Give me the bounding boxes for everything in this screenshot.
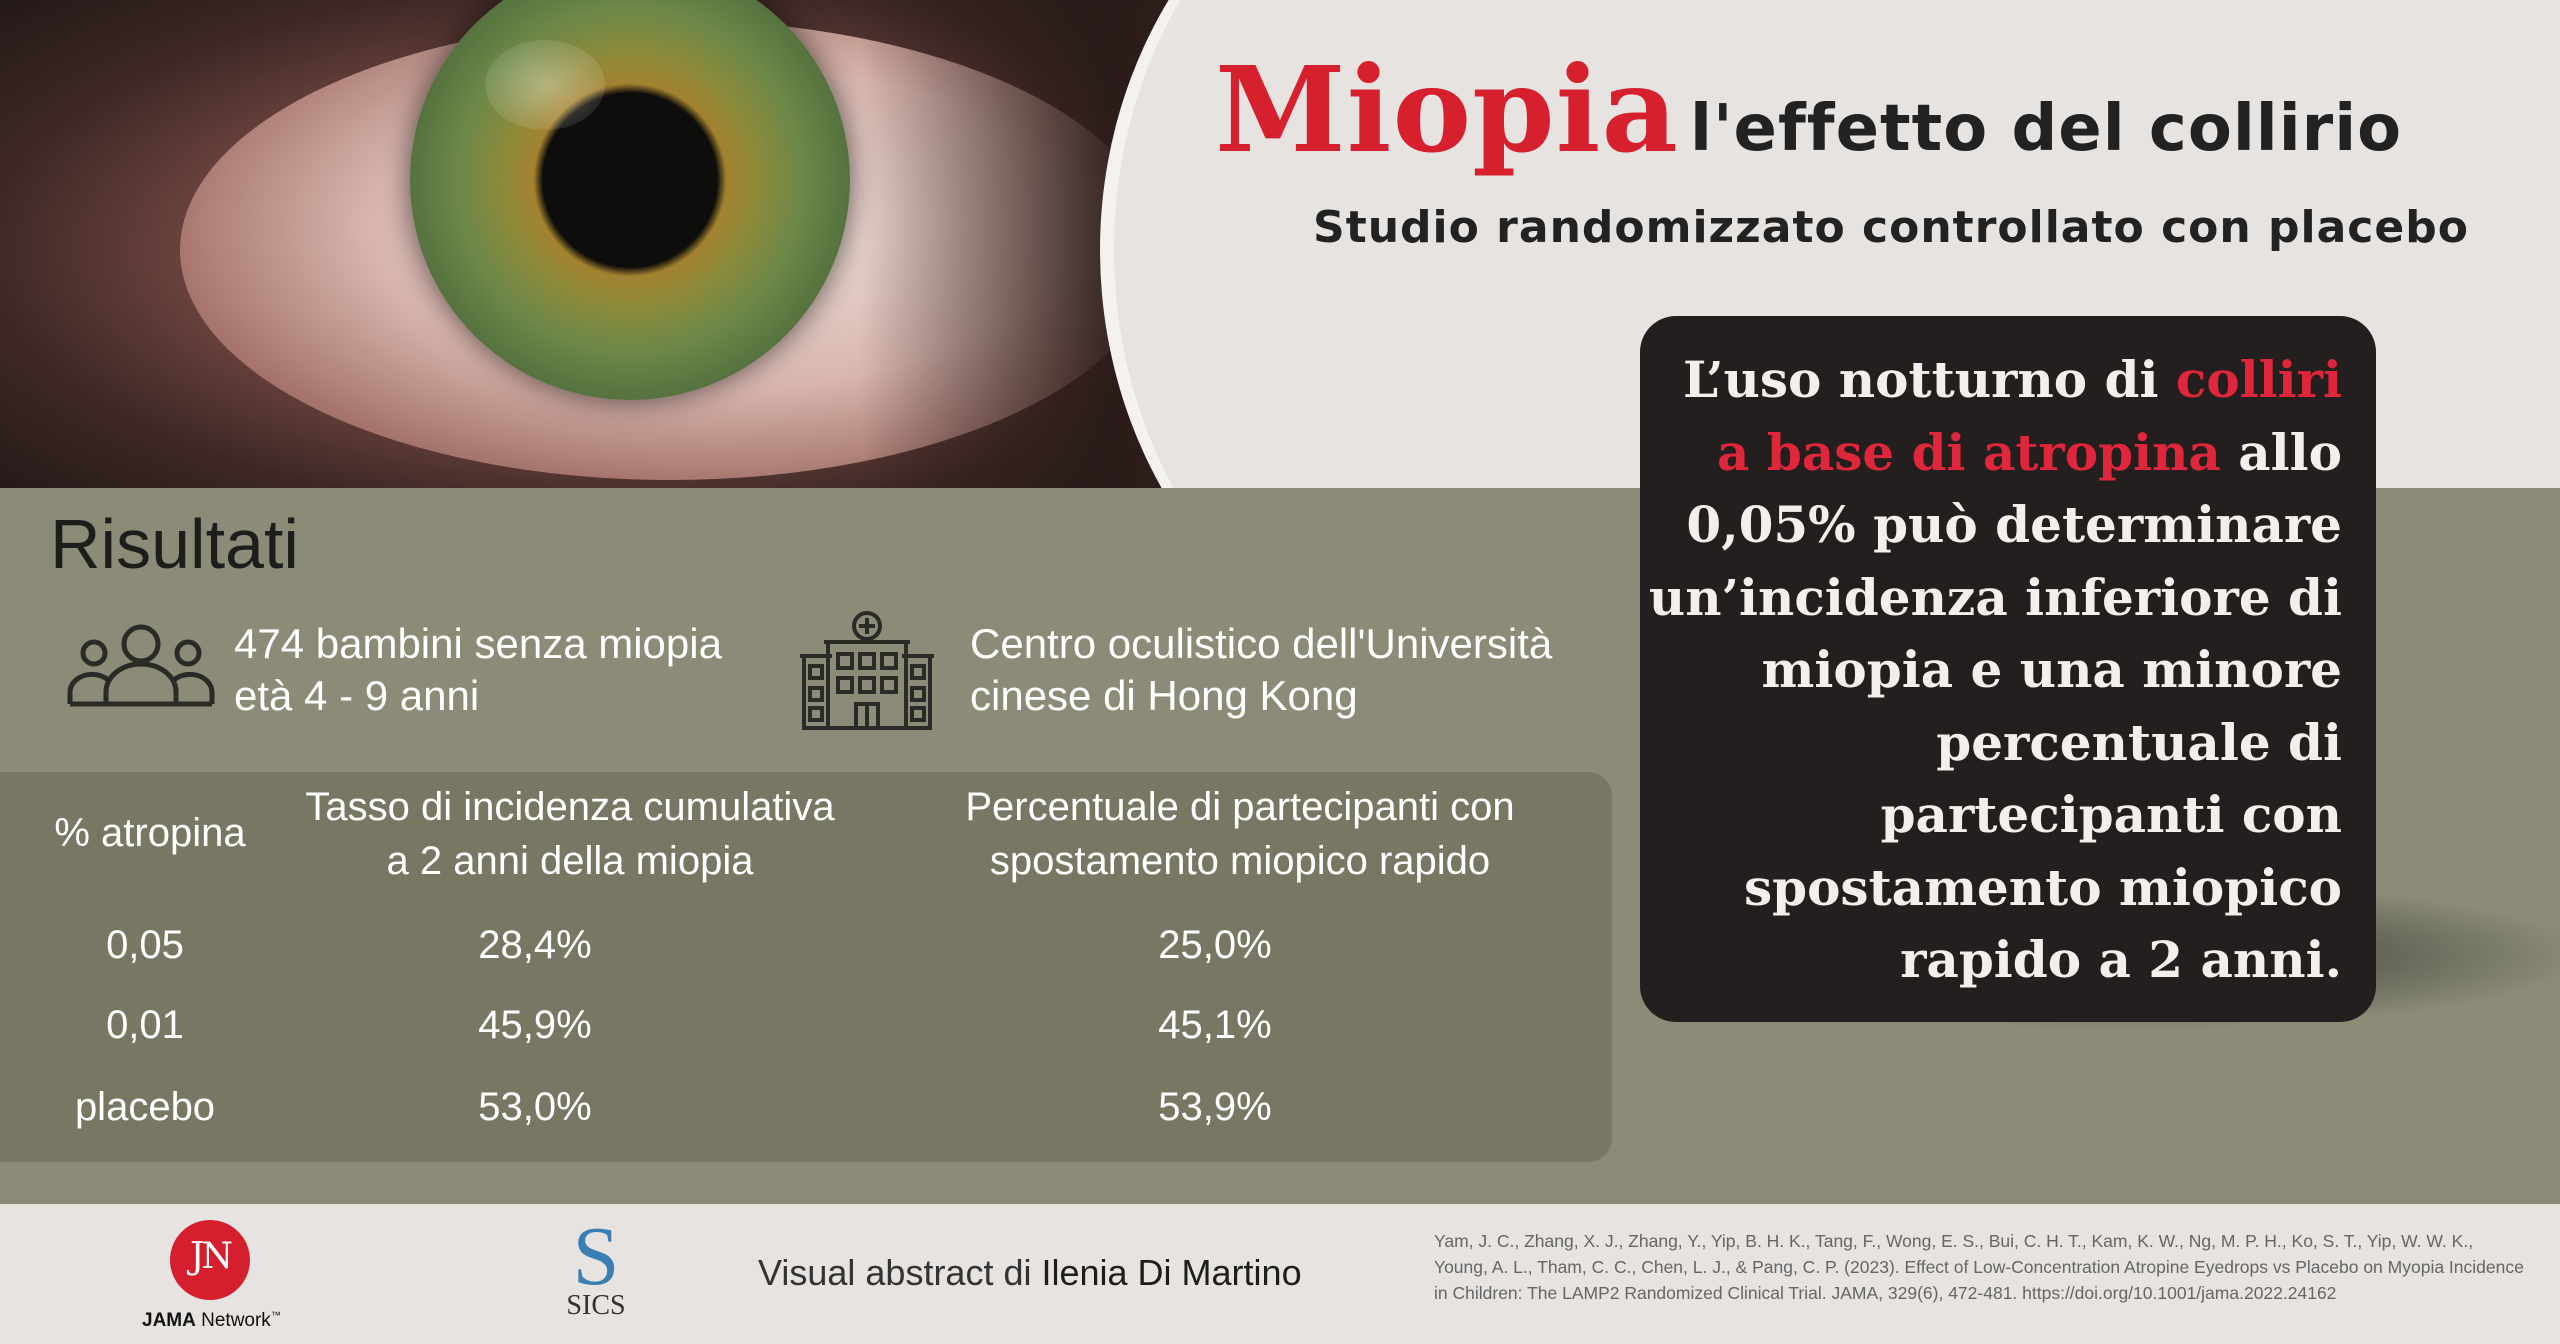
table-header-spostamento: Percentuale di partecipanti con spostame…: [900, 780, 1580, 888]
stat-children-line2: età 4 - 9 anni: [234, 672, 480, 719]
table-cell-row3-atropina: placebo: [74, 1085, 216, 1129]
page-subtitle: Studio randomizzato controllato con plac…: [1313, 202, 2469, 253]
jama-logo-initials: JN: [190, 1236, 233, 1277]
table-cell-row1-incidenza: 28,4%: [478, 923, 592, 967]
stat-center-line1: Centro oculistico dell'Università: [970, 620, 1553, 667]
table-cell-row2-incidenza: 45,9%: [478, 1003, 592, 1047]
table-cell-row1-atropina: 0,05: [106, 923, 184, 967]
table-cell-row2-spostamento: 45,1%: [1158, 1003, 1272, 1047]
table-cell-row1-spostamento: 25,0%: [1158, 923, 1272, 967]
table-header-incidenza-line2: a 2 anni della miopia: [386, 839, 754, 883]
table-header-incidenza: Tasso di incidenza cumulativa a 2 anni d…: [250, 780, 890, 888]
sics-logo: S: [573, 1222, 620, 1303]
key-finding-part2: allo 0,05% può determinare un’incidenza …: [1648, 422, 2342, 990]
people-group-icon: [67, 624, 215, 707]
key-finding-box: L’uso notturno di colliri a base di atro…: [1640, 316, 2376, 1022]
credit-author: Ilenia Di Martino: [1041, 1252, 1302, 1293]
jama-label-tm: ™: [270, 1310, 281, 1322]
stat-center-line2: cinese di Hong Kong: [970, 672, 1358, 719]
credit-prefix: Visual abstract di: [758, 1252, 1042, 1293]
stat-children: 474 bambini senza miopia età 4 - 9 anni: [234, 618, 722, 722]
table-cell-row2-atropina: 0,01: [106, 1003, 184, 1047]
eye-highlight: [485, 40, 605, 130]
sics-label: SICS: [566, 1290, 626, 1321]
table-header-spostamento-line1: Percentuale di partecipanti con: [965, 785, 1515, 829]
table-header-atropina: % atropina: [54, 811, 246, 855]
eye-iris: [410, 0, 850, 400]
jama-network-label: JAMA Network™: [142, 1310, 281, 1332]
table-cell-row3-incidenza: 53,0%: [478, 1085, 592, 1129]
jama-label-rest: Network: [195, 1310, 271, 1331]
jama-network-logo: [170, 1220, 250, 1300]
author-credit: Visual abstract di Ilenia Di Martino: [758, 1252, 1302, 1294]
key-finding-part1: L’uso notturno di: [1682, 350, 2176, 409]
jama-label-bold: JAMA: [142, 1310, 196, 1331]
stat-children-line1: 474 bambini senza miopia: [234, 620, 722, 667]
hospital-icon: [800, 611, 934, 730]
table-header-incidenza-line1: Tasso di incidenza cumulativa: [305, 785, 835, 829]
citation-reference: Yam, J. C., Zhang, X. J., Zhang, Y., Yip…: [1434, 1231, 2524, 1303]
key-finding-text: L’uso notturno di colliri a base di atro…: [1642, 344, 2342, 997]
results-table: % atropina Tasso di incidenza cumulativa…: [0, 772, 1612, 1162]
sics-logo-letter: S: [573, 1222, 620, 1303]
eye-photo: [0, 0, 1520, 488]
key-finding-highlight: colliri a base di atropina: [1717, 350, 2342, 482]
table-cell-row3-spostamento: 53,9%: [1158, 1085, 1272, 1129]
page-title: Miopia: [1215, 40, 1679, 179]
table-header-spostamento-line2: spostamento miopico rapido: [989, 839, 1491, 883]
footer: [0, 1204, 2560, 1344]
stat-center: Centro oculistico dell'Università cinese…: [970, 618, 1552, 722]
results-heading: Risultati: [50, 505, 299, 583]
page-title-rest: l'effetto del collirio: [1690, 92, 2403, 166]
